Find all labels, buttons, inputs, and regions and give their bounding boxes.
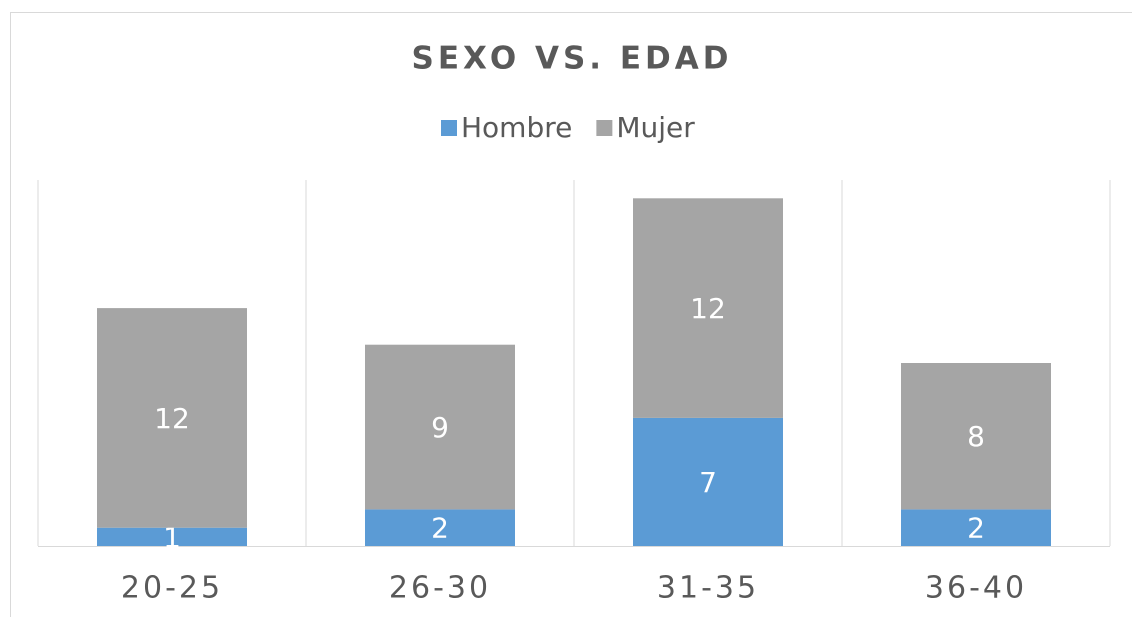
bar-segment	[901, 509, 1051, 546]
bar-segment	[365, 509, 515, 546]
legend-swatch	[441, 120, 457, 136]
x-tick-label: 36-40	[925, 571, 1027, 606]
bar-segment	[365, 344, 515, 510]
data-label: 8	[967, 420, 985, 453]
data-label: 1	[163, 521, 181, 554]
bar-segment	[633, 198, 783, 418]
legend-swatch	[596, 120, 613, 136]
data-label: 9	[431, 411, 449, 444]
data-label: 2	[431, 512, 449, 545]
bar-segment	[633, 417, 783, 546]
data-label: 12	[690, 292, 726, 325]
bar-segment	[901, 363, 1051, 510]
data-label: 2	[967, 512, 985, 545]
legend-label: Hombre	[461, 111, 572, 144]
legend-label: Mujer	[616, 111, 695, 144]
x-tick-label: 26-30	[389, 571, 491, 606]
bar-segment	[97, 308, 247, 528]
x-tick-label: 31-35	[657, 571, 759, 606]
chart-title: SEXO VS. EDAD	[412, 41, 733, 77]
data-label: 7	[699, 466, 717, 499]
bar-segment	[97, 527, 247, 546]
data-label: 12	[154, 402, 190, 435]
x-tick-label: 20-25	[121, 571, 223, 606]
